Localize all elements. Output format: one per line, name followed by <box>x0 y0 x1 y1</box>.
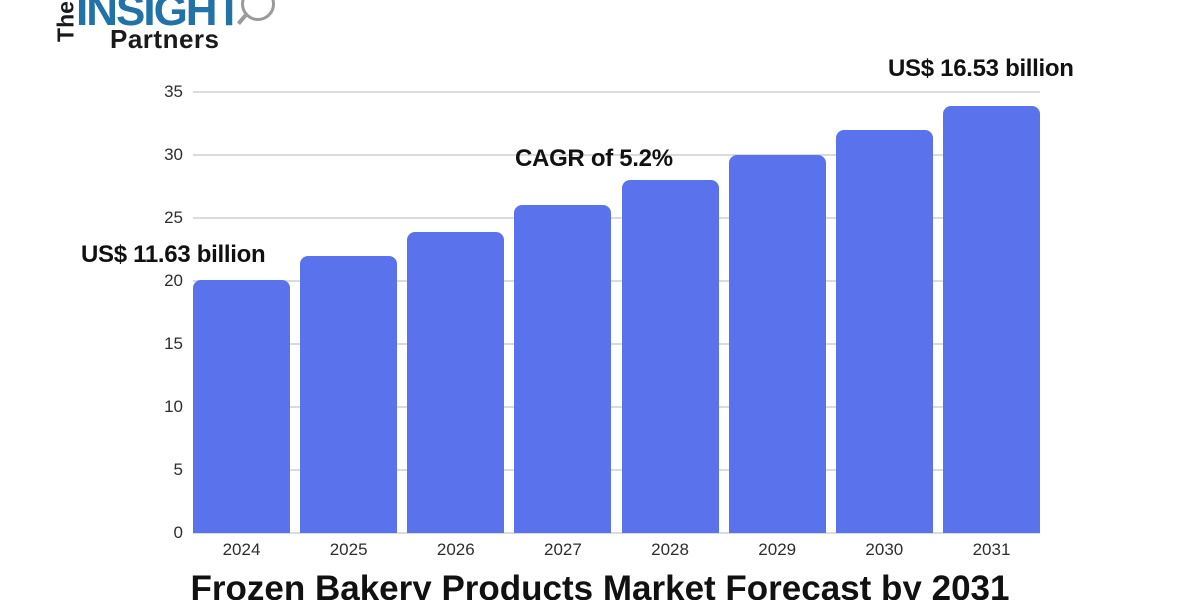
bar-2026 <box>407 231 505 533</box>
bar-2027 <box>514 205 612 533</box>
x-axis-tick-label: 2026 <box>436 540 475 559</box>
chart-title: Frozen Bakery Products Market Forecast b… <box>190 569 1010 600</box>
x-axis-tick-label: 2030 <box>865 540 904 559</box>
x-axis-tick-label: 2025 <box>329 540 368 559</box>
x-axis-tick-label: 2028 <box>651 540 689 559</box>
y-axis-tick-label: 15 <box>164 334 183 353</box>
y-axis-tick-label: 20 <box>164 271 183 290</box>
bar-2025 <box>300 255 398 533</box>
y-axis-tick-label: 5 <box>173 460 183 479</box>
y-axis-tick-label: 25 <box>164 208 183 227</box>
gridline <box>193 532 1040 534</box>
x-axis-tick-label: 2027 <box>544 540 582 559</box>
x-axis-tick-label: 2031 <box>972 540 1011 559</box>
bar-2028 <box>621 180 719 533</box>
insight-partners-logo: The INSIGHT Partners <box>0 0 300 60</box>
logo-word-partners: Partners <box>110 24 220 54</box>
gridline <box>193 280 1040 282</box>
gridline <box>193 406 1040 408</box>
magnifier-icon <box>241 0 275 21</box>
gridline <box>193 154 1040 156</box>
y-axis-tick-label: 0 <box>173 523 183 542</box>
bar-2029 <box>728 155 826 533</box>
x-axis-tick-label: 2024 <box>222 540 261 559</box>
annotation-cagr: CAGR of 5.2% <box>515 145 673 172</box>
gridline <box>193 469 1040 471</box>
bar-2031 <box>943 105 1040 533</box>
x-axis-tick-label: 2029 <box>758 540 797 559</box>
annotation-start-value: US$ 11.63 billion <box>81 241 266 268</box>
y-axis-tick-label: 30 <box>164 145 183 164</box>
bar-2024 <box>193 279 290 533</box>
gridline <box>193 343 1040 345</box>
annotation-end-value: US$ 16.53 billion <box>888 55 1074 82</box>
logo-word-insight: INSIGHT <box>76 0 242 35</box>
bar-2030 <box>835 129 933 533</box>
y-axis-tick-label: 10 <box>164 397 183 416</box>
y-axis-tick-label: 35 <box>164 82 183 101</box>
gridline <box>193 91 1040 93</box>
gridline <box>193 217 1040 219</box>
